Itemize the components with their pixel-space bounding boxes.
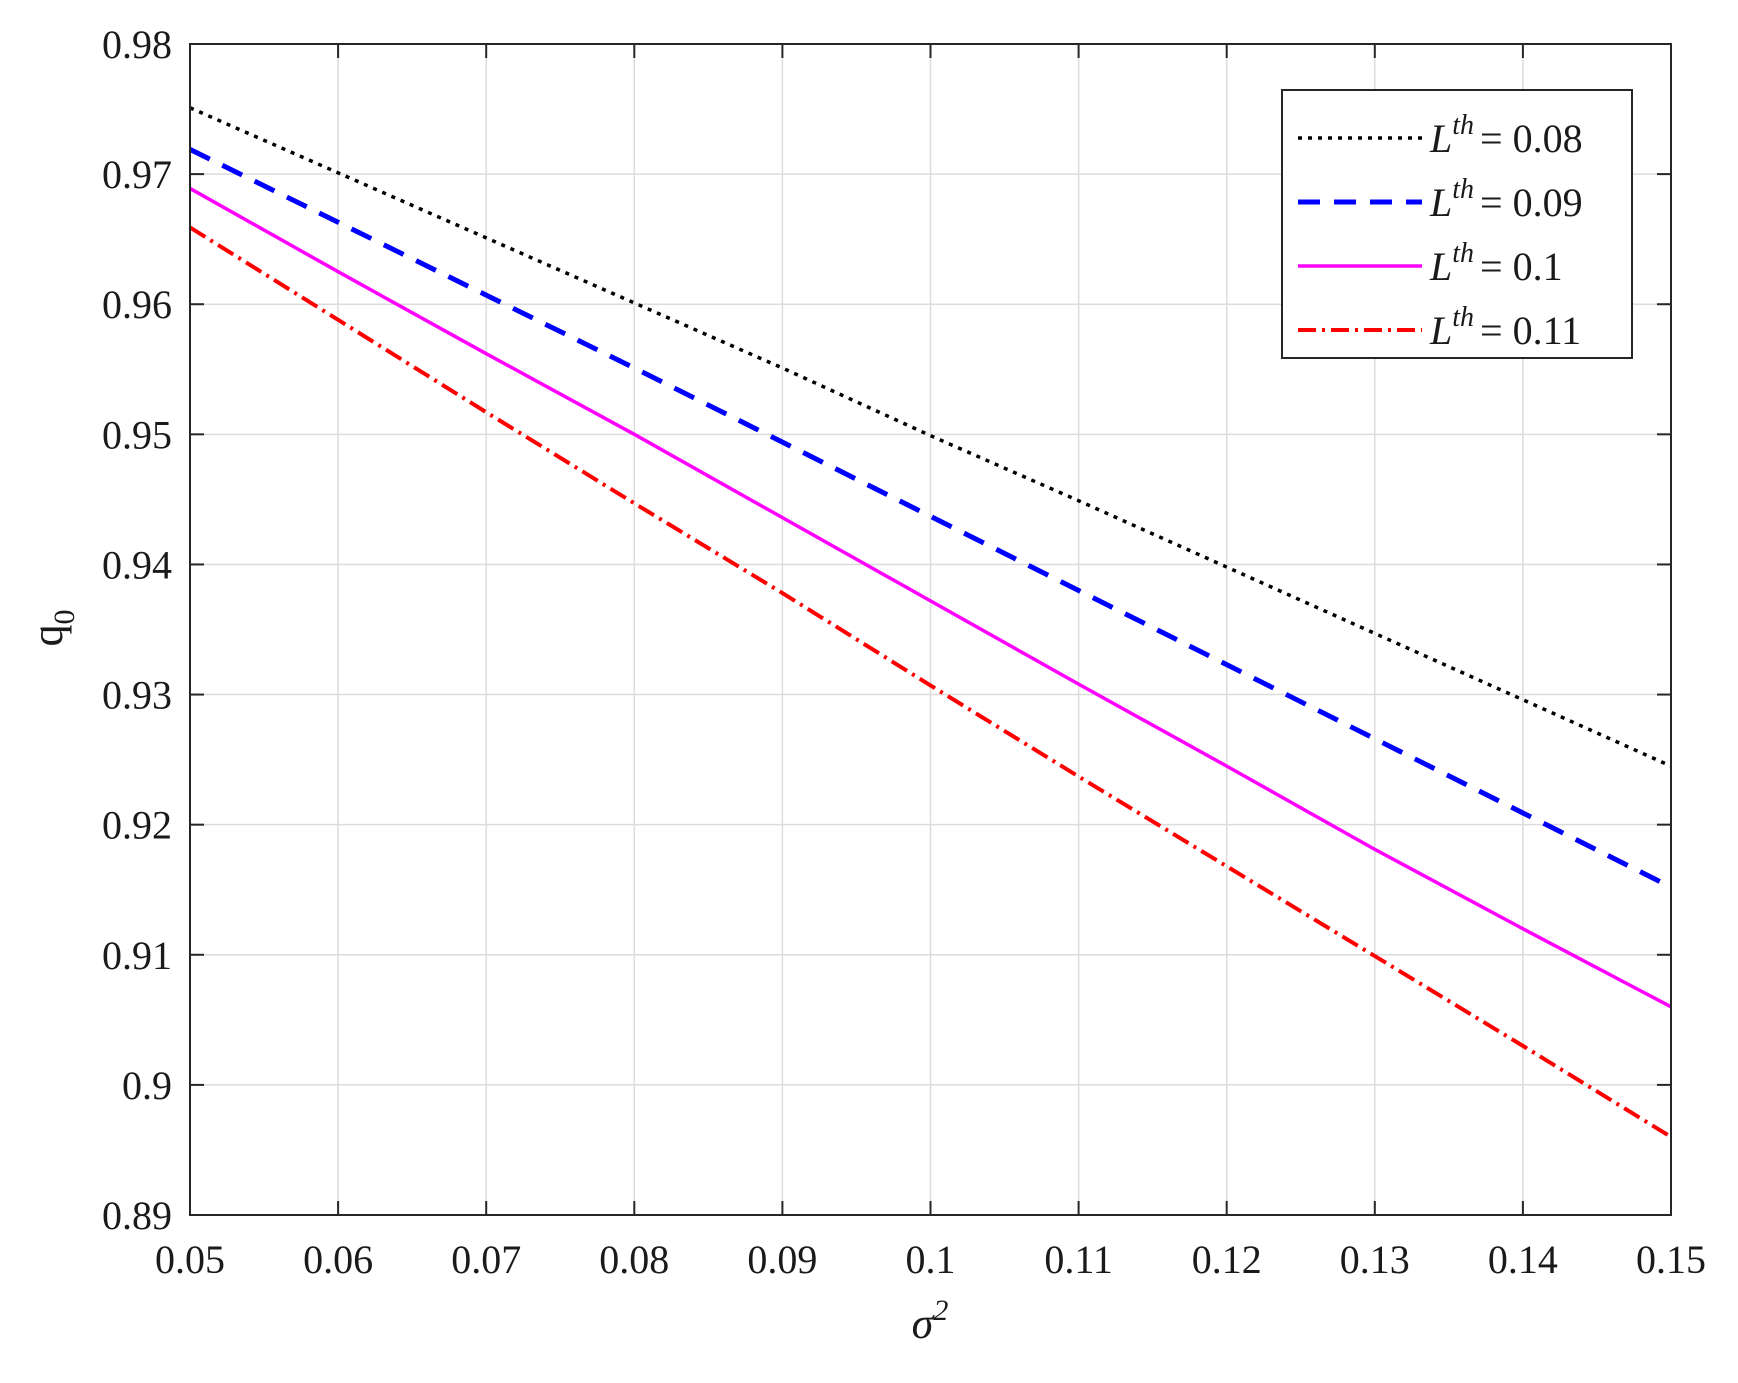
series-line-4 [188, 225, 1673, 1139]
legend-label-3: Lth = 0.1 [1429, 238, 1563, 289]
y-tick-label: 0.93 [102, 673, 172, 718]
x-axis-label: σ2 [912, 1294, 949, 1348]
legend: Lth = 0.08 Lth = 0.09 Lth = 0.1 Lth = 0.11 [1281, 89, 1633, 359]
y-tick-label: 0.95 [102, 412, 172, 457]
x-axis-label-sup: 2 [933, 1294, 948, 1327]
legend-label-2: Lth = 0.09 [1429, 174, 1583, 225]
ticks [189, 43, 1672, 1216]
legend-label-1: Lth = 0.08 [1429, 110, 1583, 161]
x-tick-label: 0.12 [1192, 1237, 1262, 1282]
y-tick-label: 0.9 [122, 1063, 172, 1108]
x-tick-label: 0.11 [1044, 1237, 1113, 1282]
x-tick-label: 0.13 [1340, 1237, 1410, 1282]
y-tick-labels: 0.89 0.9 0.91 0.92 0.93 0.94 0.95 0.96 0.97 0.98 [102, 22, 172, 1238]
x-tick-label: 0.05 [155, 1237, 225, 1282]
series-lines [188, 106, 1673, 1139]
y-axis-label-main: q [23, 625, 72, 647]
x-tick-label: 0.08 [599, 1237, 669, 1282]
legend-label-4: Lth = 0.11 [1429, 302, 1581, 353]
series-line-2 [188, 147, 1673, 890]
y-tick-label: 0.92 [102, 803, 172, 848]
y-tick-label: 0.97 [102, 152, 172, 197]
y-tick-label: 0.91 [102, 933, 172, 978]
y-axis-label-sub: 0 [48, 610, 81, 625]
legend-box [1281, 89, 1633, 359]
series-line-1 [189, 106, 1672, 768]
series-line-3 [189, 186, 1672, 1009]
x-tick-label: 0.06 [303, 1237, 373, 1282]
y-axis-label: q0 [23, 610, 81, 647]
x-tick-label: 0.14 [1488, 1237, 1558, 1282]
y-tick-label: 0.98 [102, 22, 172, 67]
y-tick-label: 0.94 [102, 542, 172, 587]
x-tick-label: 0.1 [906, 1237, 956, 1282]
y-tick-label: 0.96 [102, 282, 172, 327]
x-axis-label-main: σ [912, 1299, 936, 1348]
x-tick-labels: 0.05 0.06 0.07 0.08 0.09 0.1 0.11 0.12 0.13 0.14 0… [155, 1237, 1706, 1282]
x-tick-label: 0.15 [1636, 1237, 1706, 1282]
x-tick-label: 0.09 [747, 1237, 817, 1282]
x-tick-label: 0.07 [451, 1237, 521, 1282]
y-tick-label: 0.89 [102, 1193, 172, 1238]
